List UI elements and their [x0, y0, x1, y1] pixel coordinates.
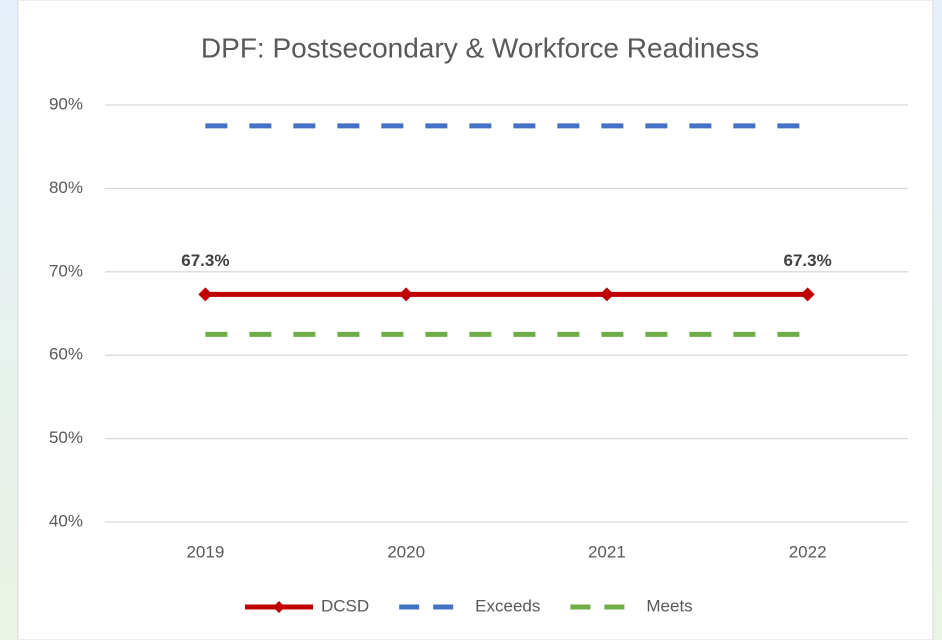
- y-tick-label: 90%: [49, 94, 83, 113]
- legend-marker: [273, 601, 285, 613]
- y-tick-label: 40%: [49, 511, 83, 530]
- marker: [599, 287, 614, 302]
- legend-label: Meets: [646, 596, 692, 615]
- marker: [800, 287, 815, 302]
- legend-label: DCSD: [321, 596, 369, 615]
- x-tick-label: 2021: [588, 542, 626, 561]
- marker: [198, 287, 213, 302]
- marker: [399, 287, 414, 302]
- data-label: 67.3%: [181, 251, 229, 270]
- x-tick-label: 2022: [789, 542, 827, 561]
- y-tick-label: 50%: [49, 428, 83, 447]
- x-tick-label: 2020: [387, 542, 425, 561]
- x-tick-label: 2019: [186, 542, 224, 561]
- y-tick-label: 80%: [49, 178, 83, 197]
- legend-label: Exceeds: [475, 596, 540, 615]
- y-tick-label: 70%: [49, 261, 83, 280]
- chart-title: DPF: Postsecondary & Workforce Readiness: [201, 32, 759, 63]
- data-label: 67.3%: [784, 251, 832, 270]
- y-tick-label: 60%: [49, 345, 83, 364]
- chart-area: [17, 0, 934, 640]
